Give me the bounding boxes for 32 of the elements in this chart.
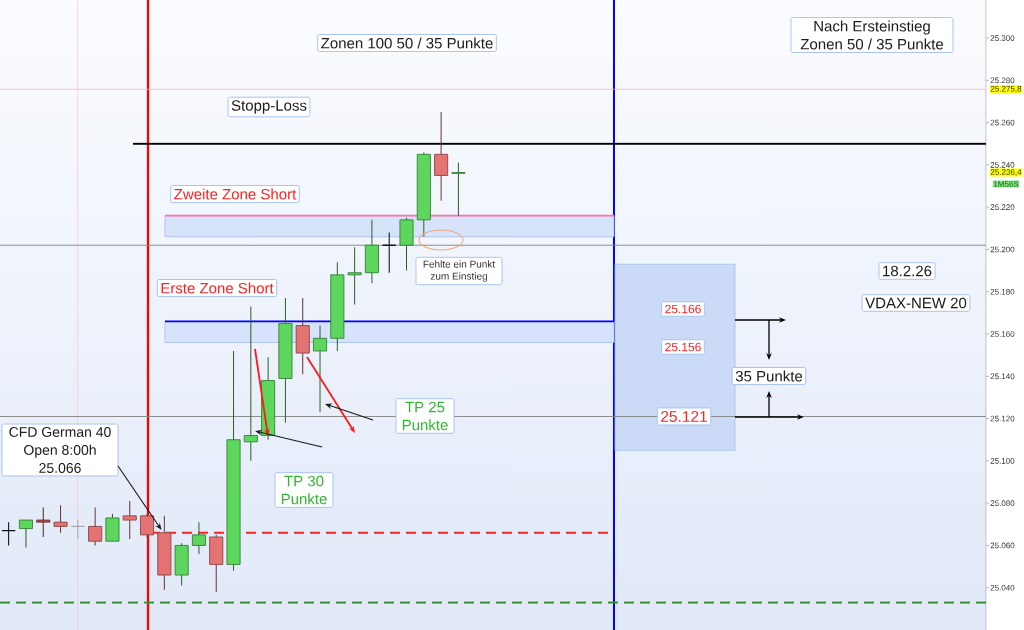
y-tick-label: 25.060 [990, 542, 1015, 549]
annotation: 18.2.26 [883, 265, 932, 277]
y-tick-label: 25.300 [990, 35, 1015, 41]
annotation: Nach Ersteinstieg Zonen 50 / 35 Punkte [800, 20, 944, 50]
y-tick-label: 25.040 [990, 584, 1015, 591]
annotation: Zweite Zone Short [174, 188, 297, 200]
annotation: Stopp-Loss [231, 100, 307, 114]
annotation: CFD German 40 Open 8:00h 25.066 [9, 427, 111, 473]
annotation: 25.156 [665, 342, 701, 352]
y-tick-label: 25.140 [990, 373, 1015, 380]
y-tick-label: 25.280 [990, 77, 1015, 84]
annotation: Fehlte ein Punkt zum Einstieg [423, 260, 496, 282]
annotation: 25.166 [665, 304, 701, 314]
y-tick-label: 25.120 [990, 415, 1015, 422]
annotation: Zonen 100 50 / 35 Punkte [321, 37, 493, 49]
y-tick-label: 25.200 [990, 246, 1015, 253]
ref-line-label: 25.275,8 [990, 85, 1022, 93]
y-tick-label: 25.240 [990, 162, 1015, 168]
y-tick-label: 25.220 [990, 204, 1015, 211]
y-tick-label: 25.160 [990, 331, 1015, 337]
ref-line-label: 25.121 [661, 410, 707, 422]
annotation: Erste Zone Short [161, 282, 274, 294]
annotation: 35 Punkte [735, 370, 803, 382]
y-tick-label: 25.260 [990, 119, 1015, 126]
y-tick-label: 25.180 [990, 288, 1015, 295]
y-tick-label: 25.100 [990, 458, 1015, 464]
annotation: VDAX-NEW 20 [865, 297, 967, 309]
annotation: TP 30 Punkte [281, 475, 327, 505]
y-tick-label: 25.080 [990, 500, 1015, 506]
text: 1M56S [993, 181, 1019, 187]
annotation: TP 25 Punkte [402, 401, 448, 431]
text: 25.236,4 [990, 169, 1022, 176]
